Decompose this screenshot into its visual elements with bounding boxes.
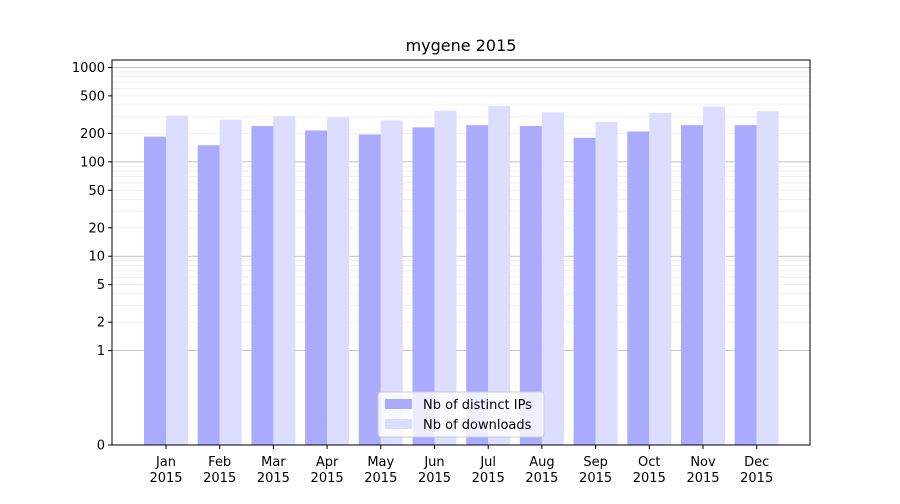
bar-distinct-ips [197, 145, 220, 445]
x-tick-label: Aug [529, 455, 554, 470]
bar-distinct-ips [144, 136, 166, 445]
bar-distinct-ips [681, 125, 703, 446]
x-tick-label: 2015 [740, 471, 773, 486]
y-tick-label: 20 [88, 221, 105, 236]
x-tick-label: May [367, 455, 394, 470]
y-tick-label: 1000 [72, 61, 105, 76]
legend-swatch [385, 419, 412, 429]
x-tick-label: 2015 [203, 471, 236, 486]
chart-title: mygene 2015 [406, 36, 517, 55]
x-tick-label: Nov [690, 455, 716, 470]
x-tick-label: 2015 [633, 471, 666, 486]
y-tick-label: 100 [80, 155, 105, 170]
x-tick-label: 2015 [257, 471, 290, 486]
bar-distinct-ips [519, 125, 542, 445]
bar-distinct-ips [412, 127, 435, 446]
x-tick-label: 2015 [418, 471, 451, 486]
bar-downloads [703, 106, 725, 445]
bars [144, 106, 779, 446]
x-tick-label: Feb [208, 455, 231, 470]
bar-downloads [166, 115, 188, 445]
bar-distinct-ips [734, 125, 757, 446]
x-tick-label: 2015 [149, 471, 182, 486]
y-tick-label: 50 [88, 184, 105, 199]
bar-downloads [756, 111, 779, 446]
bar-distinct-ips [251, 125, 274, 445]
x-tick-label: Jul [479, 455, 496, 470]
bar-distinct-ips [305, 130, 328, 446]
bar-distinct-ips [573, 137, 596, 445]
x-tick-label: Apr [316, 455, 339, 470]
x-tick-label: 2015 [686, 471, 719, 486]
x-tick-label: 2015 [364, 471, 397, 486]
legend: Nb of distinct IPs Nb of downloads [377, 391, 545, 438]
y-tick-label: 5 [97, 278, 105, 293]
x-tick-label: 2015 [525, 471, 558, 486]
bar-downloads [488, 106, 511, 445]
bar-downloads [380, 120, 403, 445]
bar-downloads [541, 112, 564, 446]
x-tick-label: Mar [261, 455, 286, 470]
bar-downloads [273, 116, 296, 446]
x-tick-label: Sep [583, 455, 608, 470]
x-tick-label: Oct [638, 455, 660, 470]
y-axis: 0 1 2 5 10 20 50 100 200 500 1000 [72, 61, 112, 454]
x-tick-label: Jan [155, 455, 176, 470]
bar-downloads [219, 119, 242, 445]
legend-label: Nb of downloads [423, 418, 532, 433]
x-tick-label: Dec [744, 455, 769, 470]
x-tick-label: 2015 [311, 471, 344, 486]
legend-swatch [385, 399, 412, 409]
bar-distinct-ips [627, 131, 650, 445]
y-tick-label: 500 [80, 89, 105, 104]
bar-downloads [327, 117, 350, 445]
bar-downloads [434, 110, 457, 445]
legend-label: Nb of distinct IPs [423, 398, 532, 413]
bar-downloads [595, 121, 618, 445]
bar-distinct-ips [358, 134, 381, 445]
x-tick-label: 2015 [472, 471, 505, 486]
y-tick-label: 200 [80, 127, 105, 142]
plot-frame [111, 59, 811, 446]
legend-box [377, 391, 545, 438]
x-axis: Jan2015Feb2015Mar2015Apr2015May2015Jun20… [149, 445, 773, 486]
x-tick-label: Jun [423, 455, 444, 470]
y-tick-label: 10 [88, 250, 105, 265]
bar-distinct-ips [466, 125, 489, 446]
y-tick-label: 2 [97, 316, 105, 331]
y-tick-label: 0 [97, 439, 105, 454]
y-tick-label: 1 [97, 344, 105, 359]
bar-downloads [649, 112, 672, 446]
x-tick-label: 2015 [579, 471, 612, 486]
